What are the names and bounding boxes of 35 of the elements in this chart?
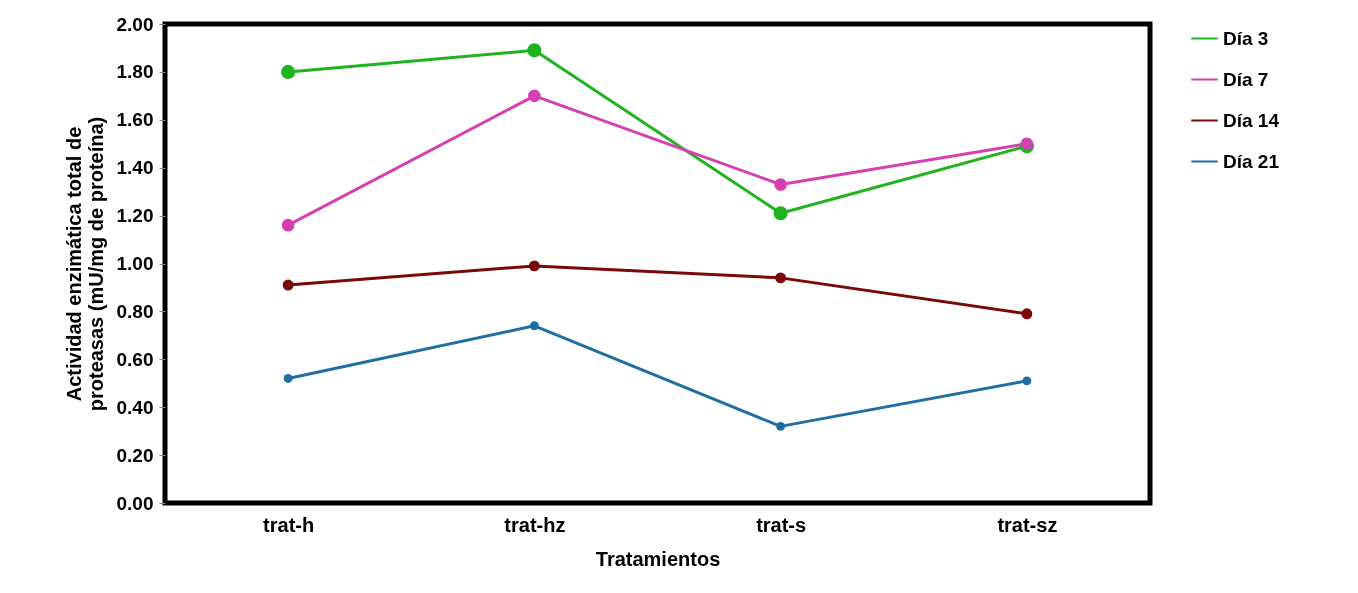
y-axis-title: Actividad enzimática total de proteasas (mU/mg de proteína) bbox=[62, 116, 107, 412]
x-tick-label: trat-h bbox=[263, 513, 315, 536]
legend-label: Día 21 bbox=[1223, 150, 1280, 172]
point bbox=[774, 178, 787, 191]
point bbox=[282, 279, 294, 291]
point bbox=[776, 421, 786, 431]
point bbox=[1021, 308, 1033, 320]
point bbox=[529, 321, 539, 331]
point bbox=[773, 206, 788, 221]
point bbox=[528, 89, 541, 103]
x-tick-label: trat-sz bbox=[997, 513, 1058, 536]
point bbox=[528, 260, 540, 272]
x-tick-label: trat-s bbox=[756, 513, 807, 536]
point bbox=[1022, 376, 1032, 386]
x-axis-title: Tratamientos bbox=[595, 547, 721, 570]
y-tick-label: 0.80 bbox=[116, 300, 154, 322]
y-tick-label: 1.20 bbox=[116, 205, 154, 227]
y-tick-label: 2.00 bbox=[116, 13, 154, 35]
y-tick-label: 1.80 bbox=[116, 61, 154, 83]
y-tick-label: 1.00 bbox=[116, 253, 154, 274]
y-tick-label: 0.60 bbox=[116, 348, 154, 370]
y-tick-label: 0.20 bbox=[116, 444, 154, 466]
point bbox=[775, 272, 787, 284]
y-tick-label: 1.40 bbox=[116, 157, 154, 179]
legend-label: Día 3 bbox=[1223, 27, 1269, 49]
y-tick-label: 0.00 bbox=[116, 492, 154, 514]
point bbox=[527, 43, 542, 58]
legend-label: Día 7 bbox=[1223, 68, 1269, 90]
legend-label: Día 14 bbox=[1223, 109, 1280, 131]
y-tick-label: 0.40 bbox=[116, 396, 154, 418]
point bbox=[281, 64, 296, 79]
x-tick-label: trat-hz bbox=[504, 513, 566, 536]
point bbox=[283, 374, 293, 383]
y-tick-label: 1.60 bbox=[116, 109, 154, 131]
point bbox=[281, 218, 295, 232]
